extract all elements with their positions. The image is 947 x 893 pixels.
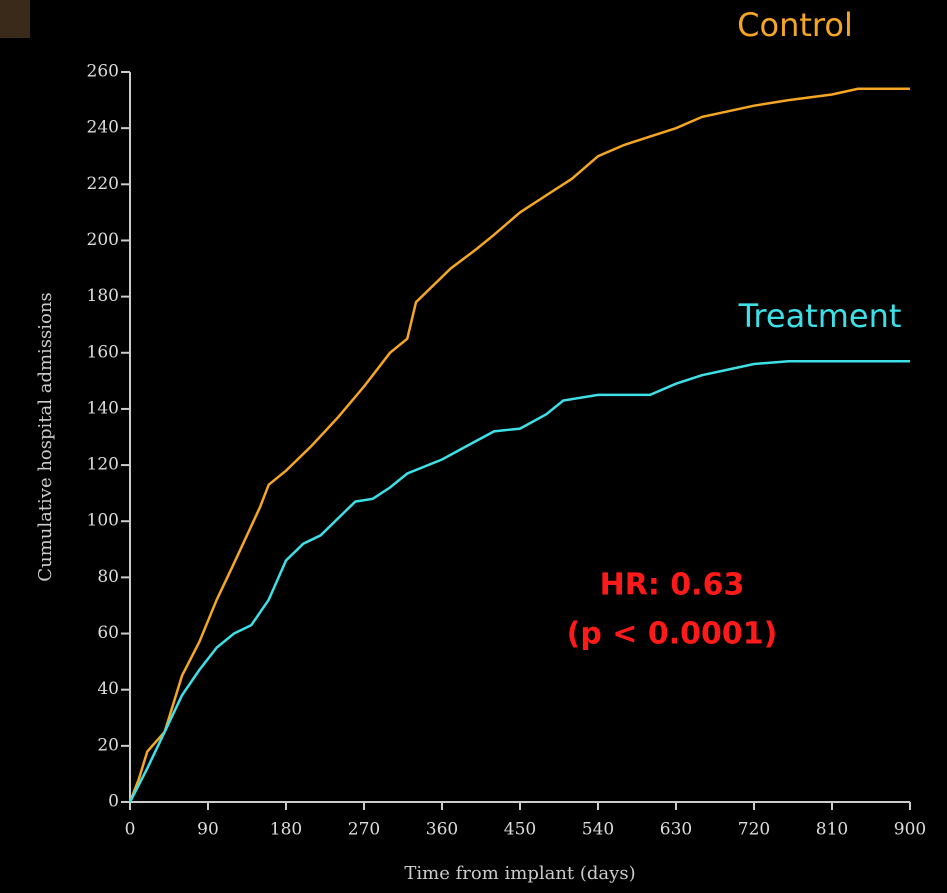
x-tick-label: 90 <box>197 820 219 840</box>
x-tick-label: 270 <box>348 820 380 840</box>
x-tick-label: 0 <box>125 820 136 840</box>
annotation: (p < 0.0001) <box>567 617 778 652</box>
x-axis-label: Time from implant (days) <box>404 863 635 884</box>
y-tick-label: 220 <box>87 174 119 194</box>
x-tick-label: 630 <box>660 820 692 840</box>
x-tick-label: 540 <box>582 820 614 840</box>
legend-label: Control <box>737 6 853 44</box>
x-tick-label: 360 <box>426 820 458 840</box>
y-tick-label: 200 <box>87 230 119 250</box>
y-tick-label: 160 <box>87 342 119 362</box>
x-tick-label: 720 <box>738 820 770 840</box>
annotation: HR: 0.63 <box>600 568 745 603</box>
y-tick-label: 100 <box>87 511 119 531</box>
y-tick-label: 180 <box>87 286 119 306</box>
y-tick-label: 120 <box>87 455 119 475</box>
x-tick-label: 810 <box>816 820 848 840</box>
y-tick-label: 20 <box>97 735 119 755</box>
y-tick-label: 140 <box>87 398 119 418</box>
series-line <box>128 359 910 803</box>
legend-label: Treatment <box>738 297 902 335</box>
y-tick-label: 260 <box>87 62 119 82</box>
x-tick-label: 900 <box>894 820 926 840</box>
y-axis-label: Cumulative hospital admissions <box>35 292 56 581</box>
corner-decoration <box>0 0 30 38</box>
x-tick-label: 180 <box>270 820 302 840</box>
y-tick-label: 40 <box>97 679 119 699</box>
series-line <box>128 87 910 803</box>
y-tick-label: 0 <box>108 792 119 812</box>
y-tick-label: 240 <box>87 118 119 138</box>
y-tick-label: 60 <box>97 623 119 643</box>
x-tick-label: 450 <box>504 820 536 840</box>
y-tick-label: 80 <box>97 567 119 587</box>
